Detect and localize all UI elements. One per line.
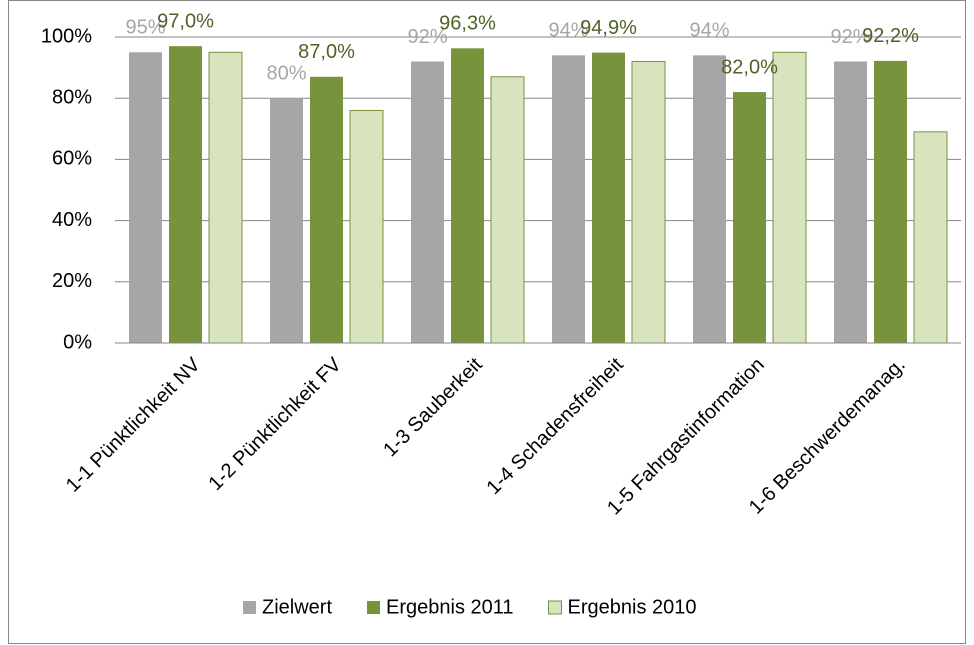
bar	[270, 98, 303, 343]
data-label: 82,0%	[721, 56, 778, 78]
data-label: 94%	[689, 20, 729, 42]
y-tick-label: 0%	[63, 331, 92, 353]
bar	[552, 55, 585, 344]
bar	[874, 60, 907, 343]
legend-swatch	[548, 600, 563, 615]
bar	[411, 61, 444, 343]
data-label: 80%	[266, 62, 306, 84]
bar	[169, 46, 202, 344]
bar	[208, 51, 243, 344]
legend-label: Ergebnis 2010	[568, 596, 697, 618]
data-label: 94%	[548, 20, 588, 42]
data-label: 87,0%	[298, 41, 355, 63]
bar	[490, 76, 525, 344]
bar	[592, 52, 625, 344]
data-label: 92%	[830, 26, 870, 48]
data-label: 94,9%	[580, 17, 637, 39]
bar	[693, 55, 726, 344]
bar	[349, 109, 384, 344]
bar	[913, 131, 948, 344]
legend-label: Zielwert	[262, 596, 332, 618]
data-label: 95%	[125, 17, 165, 39]
bar	[733, 92, 766, 343]
bar	[451, 48, 484, 344]
bar	[310, 76, 343, 343]
y-tick-label: 60%	[52, 148, 92, 170]
bar	[129, 52, 162, 344]
y-tick-label: 80%	[52, 86, 92, 108]
legend-swatch	[367, 601, 381, 614]
data-label: 92,2%	[862, 25, 919, 47]
y-tick-label: 40%	[52, 209, 92, 231]
bar	[834, 61, 867, 343]
y-tick-label: 20%	[52, 270, 92, 292]
data-label: 96,3%	[439, 13, 496, 35]
data-label: 92%	[407, 26, 447, 48]
bar	[772, 51, 807, 344]
y-tick-label: 100%	[41, 25, 92, 47]
data-label: 97,0%	[157, 10, 214, 32]
legend-label: Ergebnis 2011	[386, 596, 514, 618]
legend-swatch	[243, 601, 256, 614]
bar	[631, 60, 666, 344]
